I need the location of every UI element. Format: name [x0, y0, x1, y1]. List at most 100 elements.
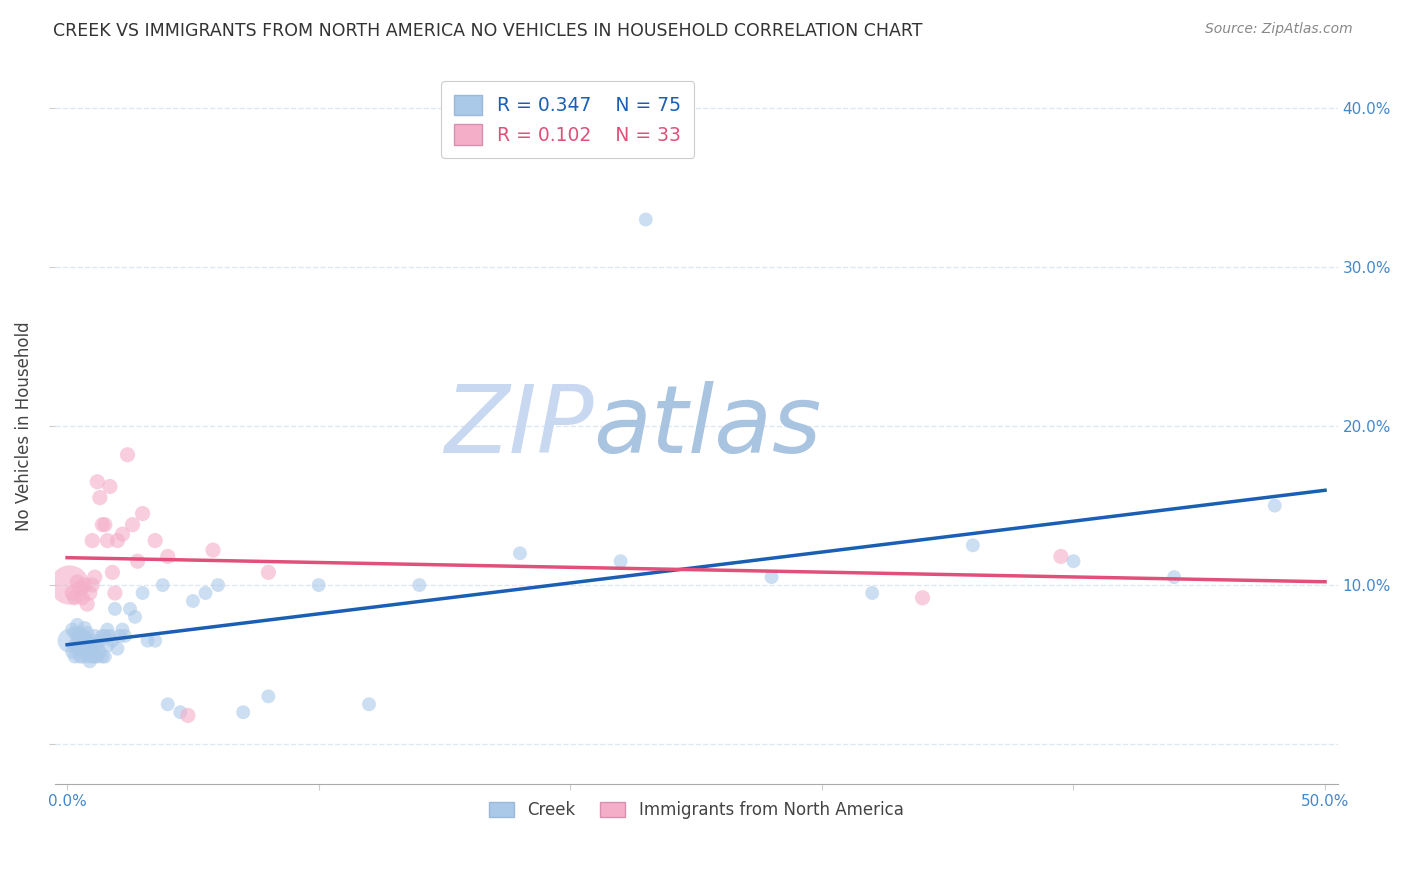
Point: [63, 625, 86, 640]
Point: [101, 633, 124, 648]
Point: [1062, 554, 1084, 568]
Point: [107, 641, 129, 656]
Point: [76, 633, 98, 648]
Point: [1050, 549, 1073, 564]
Point: [76, 625, 98, 640]
Point: [98, 629, 121, 643]
Point: [86, 649, 108, 664]
Point: [73, 621, 96, 635]
Text: ZIP: ZIP: [444, 381, 593, 472]
Text: atlas: atlas: [593, 381, 821, 472]
Point: [73, 645, 96, 659]
Point: [86, 639, 108, 653]
Point: [69, 641, 91, 656]
Point: [89, 633, 111, 648]
Point: [96, 623, 118, 637]
Point: [79, 637, 101, 651]
Point: [131, 507, 153, 521]
Point: [82, 533, 104, 548]
Point: [79, 645, 101, 659]
Point: [194, 586, 217, 600]
Point: [96, 639, 118, 653]
Point: [66, 641, 89, 656]
Point: [860, 586, 883, 600]
Point: [96, 533, 118, 548]
Y-axis label: No Vehicles in Household: No Vehicles in Household: [15, 321, 32, 531]
Point: [156, 549, 179, 564]
Point: [94, 629, 117, 643]
Point: [66, 617, 89, 632]
Point: [257, 566, 280, 580]
Point: [69, 581, 91, 595]
Point: [104, 602, 127, 616]
Point: [82, 641, 104, 656]
Point: [509, 546, 531, 560]
Point: [63, 591, 86, 605]
Text: Source: ZipAtlas.com: Source: ZipAtlas.com: [1205, 22, 1353, 37]
Point: [202, 543, 225, 558]
Point: [69, 649, 91, 664]
Point: [82, 633, 104, 648]
Point: [107, 533, 129, 548]
Point: [59, 633, 82, 648]
Point: [63, 639, 86, 653]
Point: [89, 645, 111, 659]
Point: [73, 637, 96, 651]
Point: [60, 645, 83, 659]
Point: [114, 629, 136, 643]
Point: [1163, 570, 1185, 584]
Point: [66, 574, 89, 589]
Point: [69, 633, 91, 648]
Point: [118, 602, 141, 616]
Point: [91, 517, 114, 532]
Point: [634, 212, 657, 227]
Point: [232, 705, 254, 719]
Point: [76, 649, 98, 664]
Point: [101, 566, 124, 580]
Point: [257, 690, 280, 704]
Point: [73, 578, 96, 592]
Text: CREEK VS IMMIGRANTS FROM NORTH AMERICA NO VEHICLES IN HOUSEHOLD CORRELATION CHAR: CREEK VS IMMIGRANTS FROM NORTH AMERICA N…: [53, 22, 922, 40]
Point: [94, 649, 117, 664]
Point: [73, 629, 96, 643]
Point: [60, 623, 83, 637]
Point: [609, 554, 631, 568]
Point: [117, 448, 139, 462]
Point: [94, 517, 117, 532]
Point: [108, 629, 131, 643]
Point: [70, 639, 93, 653]
Point: [156, 698, 179, 712]
Point: [98, 479, 121, 493]
Point: [63, 649, 86, 664]
Point: [69, 625, 91, 640]
Point: [136, 633, 159, 648]
Point: [761, 570, 783, 584]
Point: [76, 597, 98, 611]
Point: [308, 578, 330, 592]
Point: [111, 623, 134, 637]
Point: [83, 649, 105, 664]
Point: [60, 586, 83, 600]
Point: [79, 654, 101, 668]
Point: [121, 517, 143, 532]
Point: [82, 649, 104, 664]
Point: [408, 578, 430, 592]
Point: [131, 586, 153, 600]
Point: [83, 629, 105, 643]
Point: [70, 591, 93, 605]
Point: [169, 705, 191, 719]
Point: [104, 586, 127, 600]
Point: [59, 578, 82, 592]
Point: [82, 578, 104, 592]
Point: [91, 649, 114, 664]
Point: [83, 639, 105, 653]
Point: [124, 610, 146, 624]
Point: [1264, 499, 1286, 513]
Point: [127, 554, 149, 568]
Point: [76, 641, 98, 656]
Legend: Creek, Immigrants from North America: Creek, Immigrants from North America: [482, 794, 910, 825]
Point: [357, 698, 380, 712]
Point: [181, 594, 204, 608]
Point: [911, 591, 934, 605]
Point: [207, 578, 229, 592]
